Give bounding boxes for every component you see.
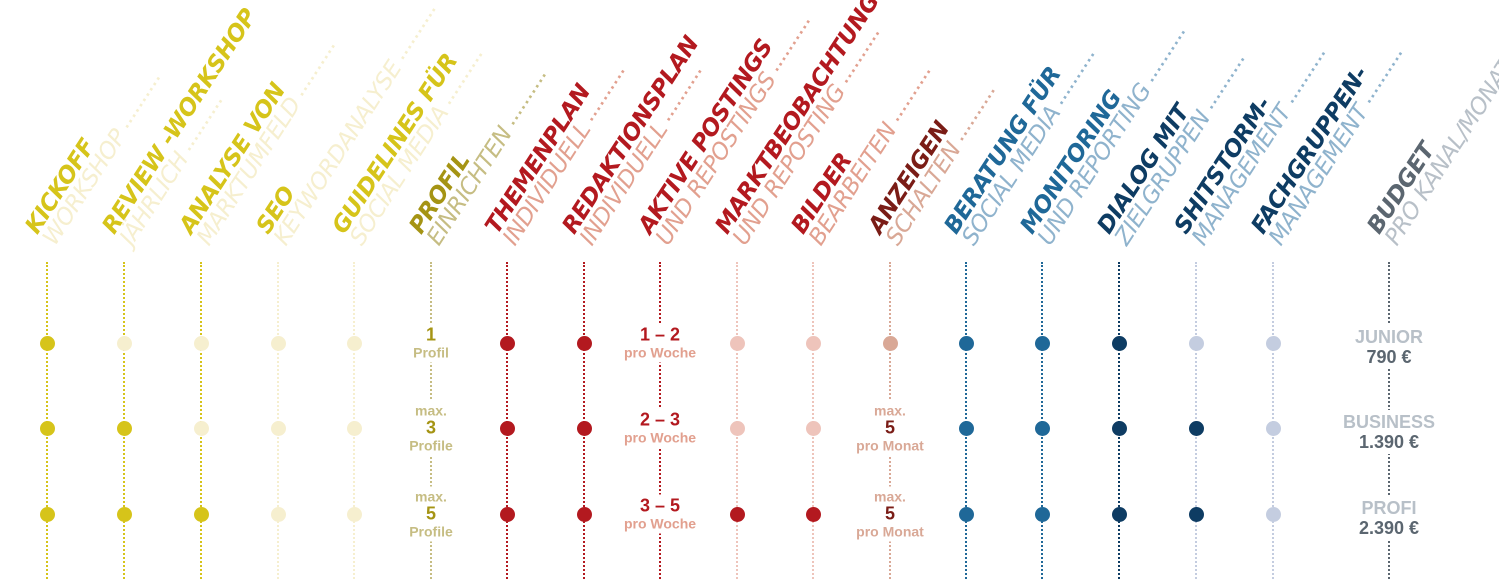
value-prefix: max. (415, 488, 447, 505)
feature-dot (1111, 506, 1127, 522)
feature-dot (729, 506, 745, 522)
feature-dot (499, 335, 515, 351)
feature-dot (193, 506, 209, 522)
feature-dot (1188, 420, 1204, 436)
feature-dot (270, 335, 286, 351)
feature-dot (805, 335, 821, 351)
tier-name: PROFI (1361, 498, 1417, 518)
feature-dot (1265, 506, 1281, 522)
value-number: 5 (884, 503, 895, 524)
feature-dot (499, 506, 515, 522)
feature-dot (116, 335, 132, 351)
value-unit: Profile (409, 437, 453, 454)
value-number: 1 – 2 (639, 324, 681, 345)
feature-dot (116, 420, 132, 436)
feature-dot (499, 420, 515, 436)
feature-dot (1188, 335, 1204, 351)
feature-dot (270, 420, 286, 436)
feature-dot (729, 420, 745, 436)
value-number: 5 (884, 417, 895, 438)
feature-value: max. 5 pro Monat (853, 400, 927, 456)
feature-dot (1265, 420, 1281, 436)
value-number: 1 (425, 324, 436, 345)
feature-dot (805, 420, 821, 436)
feature-dot (270, 506, 286, 522)
feature-dot (576, 506, 592, 522)
value-number: 3 (425, 417, 437, 438)
tier-name: BUSINESS (1342, 412, 1436, 432)
feature-value: 3 – 5 pro Woche (620, 494, 700, 534)
value-unit: pro Monat (856, 437, 924, 454)
value-unit: Profile (409, 523, 453, 540)
feature-dot (39, 420, 55, 436)
feature-dot (1188, 506, 1204, 522)
feature-dot (958, 420, 974, 436)
feature-dot (346, 506, 362, 522)
feature-value: max. 5 Profile (406, 486, 456, 542)
value-prefix: max. (874, 488, 906, 505)
tier-price: 2.390 € (1358, 518, 1420, 538)
tier-price: 1.390 € (1358, 432, 1420, 452)
feature-dot (882, 335, 898, 351)
feature-dot (1265, 335, 1281, 351)
feature-dot (193, 335, 209, 351)
feature-dot (576, 420, 592, 436)
value-prefix: max. (874, 402, 906, 419)
value-number: 3 – 5 (639, 495, 681, 516)
feature-dot (958, 335, 974, 351)
feature-value: 2 – 3 pro Woche (620, 408, 700, 448)
feature-dot (116, 506, 132, 522)
tier-profi: PROFI 2.390 € (1354, 496, 1424, 540)
feature-value: 1 – 2 pro Woche (620, 323, 700, 363)
feature-dot (1111, 420, 1127, 436)
feature-dot (346, 335, 362, 351)
feature-value: max. 5 pro Monat (853, 486, 927, 542)
value-number: 2 – 3 (639, 409, 681, 430)
value-prefix: max. (415, 402, 447, 419)
value-unit: Profil (413, 344, 449, 361)
feature-dot (39, 335, 55, 351)
value-unit: pro Woche (623, 344, 697, 361)
feature-dot (1111, 335, 1127, 351)
feature-dot (958, 506, 974, 522)
feature-dot (805, 506, 821, 522)
tier-name: JUNIOR (1354, 327, 1424, 347)
feature-value: max. 3 Profile (406, 400, 456, 456)
value-unit: pro Monat (856, 523, 924, 540)
value-unit: pro Woche (623, 429, 697, 446)
feature-dot (1034, 335, 1050, 351)
feature-dot (729, 335, 745, 351)
value-unit: pro Woche (623, 515, 697, 532)
tier-junior: JUNIOR 790 € (1350, 325, 1428, 369)
feature-dot (39, 506, 55, 522)
feature-dot (193, 420, 209, 436)
feature-value: 1 Profil (410, 323, 452, 363)
tier-business: BUSINESS 1.390 € (1338, 410, 1440, 454)
feature-dot (346, 420, 362, 436)
feature-dot (1034, 420, 1050, 436)
feature-dot (576, 335, 592, 351)
tier-price: 790 € (1366, 347, 1412, 367)
feature-dot (1034, 506, 1050, 522)
value-number: 5 (425, 503, 437, 524)
